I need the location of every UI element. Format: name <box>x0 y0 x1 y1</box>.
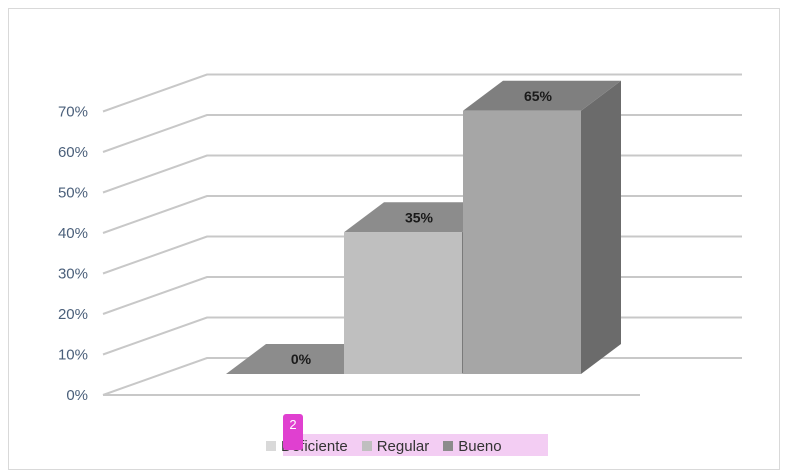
gridline-70 <box>102 73 742 113</box>
bars-layer <box>226 80 621 374</box>
y-tick-label-1: 10% <box>58 347 88 364</box>
y-tick-label-2: 20% <box>58 306 88 323</box>
data-label-regular: 35% <box>405 209 434 225</box>
y-tick-label-7: 70% <box>58 104 88 121</box>
legend-highlight <box>283 434 548 456</box>
legend-item-deficiente: Deficiente <box>266 438 348 455</box>
bar-bueno-front <box>463 110 581 374</box>
bar-bueno-side <box>581 80 621 374</box>
gridline-60 <box>102 114 742 153</box>
y-tick-label-3: 30% <box>58 266 88 283</box>
chart-frame <box>8 8 780 470</box>
legend-swatch-deficiente <box>266 441 276 451</box>
data-label-bueno: 65% <box>524 88 553 104</box>
legend-item-bueno: Bueno <box>443 437 502 455</box>
y-tick-label-0: 0% <box>66 387 88 404</box>
data-label-deficiente: 0% <box>291 351 312 367</box>
data-labels-layer: 0% 35% 65% <box>291 88 553 367</box>
y-axis-ticks: 0% 10% 20% 30% 40% 50% 60% 70% <box>58 104 88 405</box>
legend-label-regular: Regular <box>376 437 430 455</box>
gridline-50 <box>102 154 742 194</box>
legend-swatch-regular <box>361 441 372 451</box>
y-tick-label-5: 50% <box>58 185 88 202</box>
bar-regular-top <box>344 202 502 233</box>
y-tick-label-4: 40% <box>58 225 88 242</box>
y-tick-label-6: 60% <box>58 144 88 161</box>
legend-swatch-bueno <box>443 441 454 451</box>
bar-bueno-top <box>463 80 621 111</box>
legend-item-regular: Regular <box>361 437 430 455</box>
legend-label-bueno: Bueno <box>458 437 502 455</box>
page-number-badge: 2 <box>283 414 303 450</box>
bar-regular-front <box>344 232 462 374</box>
